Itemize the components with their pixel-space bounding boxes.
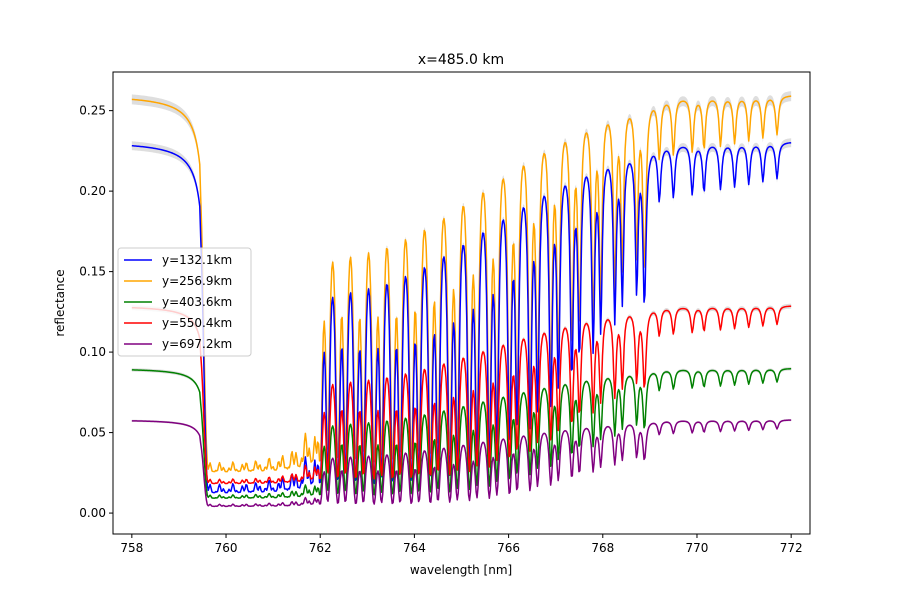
series-line (131, 141, 792, 494)
legend-label: y=550.4km (162, 316, 232, 330)
x-axis-label: wavelength [nm] (410, 563, 512, 577)
chart-title: x=485.0 km (418, 52, 504, 68)
y-tick-label: 0.15 (79, 265, 106, 279)
x-tick-label: 768 (591, 541, 614, 555)
x-tick-label: 762 (309, 541, 332, 555)
y-axis-label: reflectance (53, 269, 67, 336)
legend-item: y=256.9km (124, 274, 232, 288)
series-line (131, 305, 792, 485)
series-layer (131, 91, 792, 508)
series-line (131, 368, 792, 499)
plot-frame (112, 71, 811, 535)
y-tick-label: 0.00 (79, 506, 106, 520)
legend-label: y=697.2km (162, 337, 232, 351)
series-line (131, 419, 792, 508)
x-tick-label: 766 (497, 541, 520, 555)
y-tick-label: 0.25 (79, 104, 106, 118)
legend-item: y=550.4km (124, 316, 232, 330)
x-axis: 758 760 762 764 766 768 770 772 (120, 534, 803, 555)
series-line (131, 95, 792, 473)
x-tick-label: 772 (780, 541, 803, 555)
legend: y=132.1km y=256.9km y=403.6km y=550.4km y=69… (117, 247, 252, 357)
y-tick-label: 0.10 (79, 345, 106, 359)
x-tick-label: 764 (403, 541, 426, 555)
y-tick-label: 0.05 (79, 426, 106, 440)
y-tick-label: 0.20 (79, 184, 106, 198)
legend-label: y=403.6km (162, 295, 232, 309)
legend-item: y=403.6km (124, 295, 232, 309)
legend-label: y=132.1km (162, 253, 232, 267)
legend-item: y=697.2km (124, 337, 232, 351)
legend-item: y=132.1km (124, 253, 232, 267)
x-tick-label: 770 (686, 541, 709, 555)
x-tick-label: 760 (215, 541, 238, 555)
legend-box (117, 247, 252, 357)
y-axis: 0.00 0.05 0.10 0.15 0.20 0.25 (79, 104, 113, 520)
x-tick-label: 758 (120, 541, 143, 555)
legend-label: y=256.9km (162, 274, 232, 288)
